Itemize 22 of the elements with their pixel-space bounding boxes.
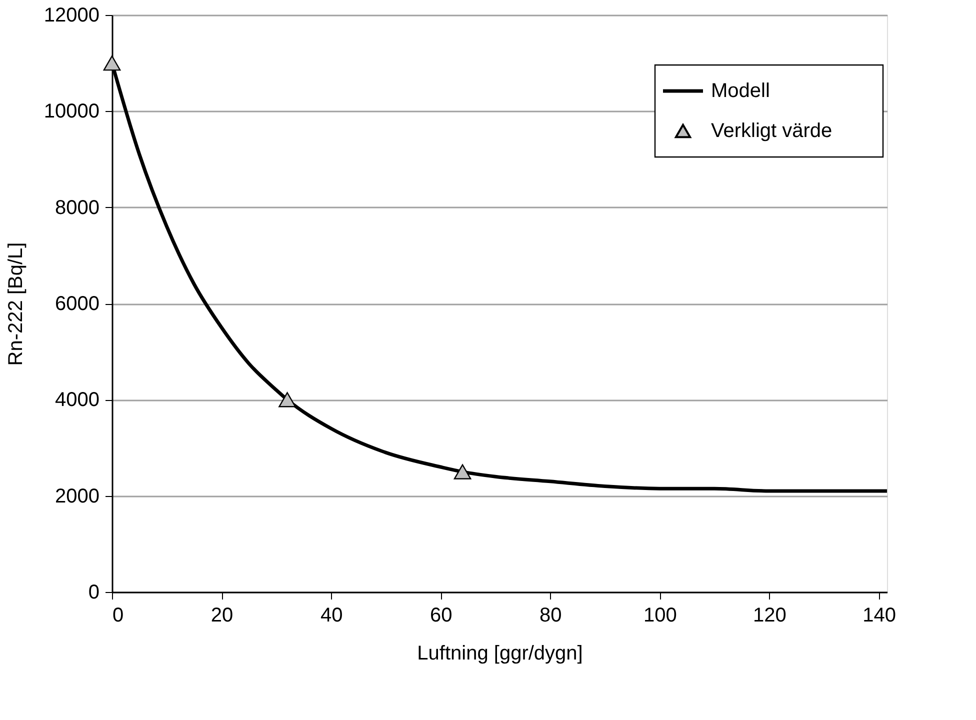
y-tick-label: 6000 — [55, 293, 100, 315]
y-axis-title: Rn-222 [Bq/L] — [4, 242, 27, 366]
x-tick-label: 80 — [540, 604, 562, 626]
y-tick-label: 0 — [88, 582, 100, 604]
x-tick-label: 60 — [430, 604, 452, 626]
legend-label: Modell — [711, 80, 770, 102]
x-tick-label: 140 — [862, 604, 896, 626]
y-tick-label: 12000 — [44, 4, 100, 26]
point — [278, 392, 296, 408]
x-tick-label: 120 — [753, 604, 786, 626]
point — [454, 464, 472, 480]
point — [103, 56, 121, 71]
y-tick-label: 4000 — [55, 389, 100, 412]
x-tick-label: 100 — [644, 604, 677, 626]
y-tick-label: 2000 — [55, 485, 100, 508]
legend-label: Verkligt värde — [711, 120, 832, 142]
x-tick-label: 20 — [210, 604, 234, 626]
x-tick-label: 40 — [320, 604, 343, 626]
x-tick-label: 0 — [112, 604, 124, 626]
y-tick-label: 10000 — [44, 100, 100, 123]
x-axis-title: Luftning [ggr/dygn] — [417, 642, 583, 664]
y-tick-label: 8000 — [55, 196, 100, 219]
